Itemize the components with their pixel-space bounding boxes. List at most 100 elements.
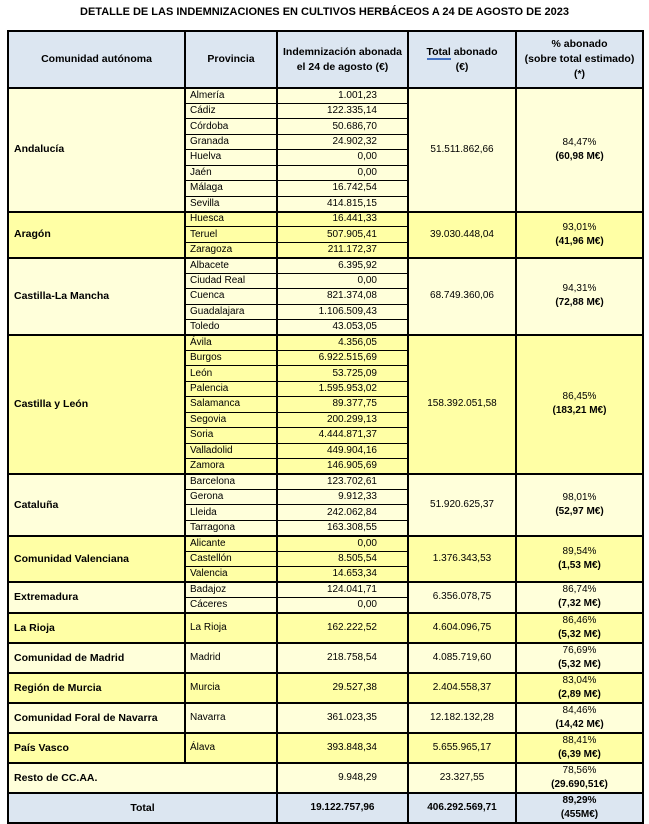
amount-cell: 361.023,35: [276, 701, 409, 734]
indemnities-table: Comunidad autónoma Provincia Indemnizaci…: [7, 30, 644, 824]
region-name-cell: Región de Murcia: [7, 671, 186, 704]
province-row: Cádiz 122.335,14: [8, 102, 643, 120]
province-cell: Ciudad Real: [184, 272, 278, 290]
province-cell: Navarra: [184, 701, 278, 734]
province-row: Guadalajara 1.106.509,43: [8, 303, 643, 321]
header-indemnizacion: Indemnización abonada el 24 de agosto (€…: [276, 30, 409, 89]
province-row: La Rioja La Rioja 162.222,52 4.604.096,75 86…: [7, 611, 644, 644]
total-pct-estimate: (455M€): [560, 808, 599, 820]
region-total-cell: 5.655.965,17: [407, 731, 517, 764]
province-row: León 53.725,09: [8, 365, 643, 382]
province-row: Gerona 9.912,33: [8, 488, 643, 506]
header-total-rest: abonado: [450, 45, 498, 58]
amount-cell: 242.062,84: [276, 504, 409, 521]
amount-cell: 218.758,54: [276, 641, 409, 674]
region-pct-cell: 86,46% (5,32 M€): [515, 611, 644, 644]
province-row: Huelva 0,00: [8, 149, 643, 166]
amount-cell: 16.742,54: [276, 180, 409, 197]
region-pct-value: 88,41%: [562, 734, 597, 746]
region-pct-estimate: (5,32 M€): [558, 658, 601, 670]
region-pct-estimate: (60,98 M€): [555, 150, 604, 162]
province-row: Salamanca 89.377,75: [8, 396, 643, 413]
region-pct-value: 86,46%: [562, 614, 597, 626]
header-comunidad: Comunidad autónoma: [7, 30, 186, 89]
region-pct-estimate: (183,21 M€): [552, 405, 607, 417]
province-cell: Barcelona: [184, 472, 278, 490]
region-name-cell: País Vasco: [7, 731, 186, 764]
region-total-cell: 4.604.096,75: [407, 611, 517, 644]
province-cell: Zaragoza: [184, 241, 278, 259]
region-pct-estimate: (41,96 M€): [555, 235, 604, 247]
amount-cell: 200.299,13: [276, 411, 409, 429]
total-pct-cell: 89,29% (455M€): [515, 791, 644, 824]
header-total-abonado: Total abonado (€): [407, 30, 517, 89]
province-row: Valencia 14.653,34: [8, 566, 643, 583]
region-total-cell: 51.920.625,37: [407, 472, 517, 537]
region-name-cell: Resto de CC.AA.: [7, 761, 278, 794]
region-pct-estimate: (6,39 M€): [558, 748, 601, 760]
province-cell: Almería: [184, 86, 278, 104]
amount-cell: 0,00: [276, 534, 409, 552]
region-pct-cell: 84,46% (14,42 M€): [515, 701, 644, 734]
province-row: Málaga 16.742,54: [8, 180, 643, 197]
region-total-cell: 12.182.132,28: [407, 701, 517, 734]
region-name-cell: Extremadura: [7, 581, 186, 614]
province-row: Comunidad Foral de Navarra Navarra 361.023…: [7, 701, 644, 734]
region-pct-value: 76,69%: [562, 644, 597, 656]
amount-cell: 24.902,32: [276, 133, 409, 151]
total-pct-value: 89,29%: [562, 794, 597, 806]
province-row: Granada 24.902,32: [8, 133, 643, 151]
rest-row: Resto de CC.AA. 9.948,29 23.327,55 78,56% (2…: [7, 761, 644, 794]
region-pct-value: 93,01%: [562, 221, 597, 233]
region-name-cell: Castilla-La Mancha: [7, 256, 186, 336]
province-cell: Córdoba: [184, 118, 278, 135]
province-cell: Madrid: [184, 641, 278, 674]
header-total-unit: (€): [455, 60, 469, 73]
province-cell: Cáceres: [184, 596, 278, 614]
province-cell: León: [184, 365, 278, 382]
header-provincia: Provincia: [184, 30, 278, 89]
province-cell: Granada: [184, 133, 278, 151]
amount-cell: 123.702,61: [276, 472, 409, 490]
region-pct-cell: 88,41% (6,39 M€): [515, 731, 644, 764]
region-pct-value: 83,04%: [562, 674, 597, 686]
province-row: Zamora 146.905,69: [8, 457, 643, 475]
amount-cell: 89.377,75: [276, 396, 409, 413]
total-abonado-cell: 406.292.569,71: [407, 791, 517, 824]
province-cell: Gerona: [184, 488, 278, 506]
province-row: Andalucía Almería 1.001,23 51.511.862,66 84,…: [7, 86, 644, 212]
province-cell: Valencia: [184, 566, 278, 583]
region-name-cell: Comunidad de Madrid: [7, 641, 186, 674]
region-pct-cell: 84,47% (60,98 M€): [515, 87, 644, 212]
province-row: Cáceres 0,00: [8, 596, 643, 614]
region-pct-estimate: (5,32 M€): [558, 628, 601, 640]
region-name-cell: Castilla y León: [7, 334, 186, 475]
province-row: Extremadura Badajoz 124.041,71 6.356.078,75…: [7, 580, 644, 614]
amount-cell: 4.356,05: [276, 333, 409, 351]
region-name-cell: Comunidad Valenciana: [7, 534, 186, 583]
total-indemnizacion-cell: 19.122.757,96: [276, 791, 409, 824]
region-pct-cell: 94,31% (72,88 M€): [515, 256, 644, 336]
province-cell: Cádiz: [184, 102, 278, 120]
province-cell: Tarragona: [184, 519, 278, 537]
province-row: Castilla-La Mancha Albacete 6.395,92 68.749…: [7, 256, 644, 336]
amount-cell: 449.904,16: [276, 442, 409, 460]
province-row: Aragón Huesca 16.441,33 39.030.448,04 93,01%…: [7, 210, 644, 259]
amount-cell: 211.172,37: [276, 241, 409, 259]
province-cell: Albacete: [184, 256, 278, 274]
table-header-row: Comunidad autónoma Provincia Indemnizaci…: [7, 30, 644, 89]
amount-cell: 14.653,34: [276, 566, 409, 583]
province-cell: Salamanca: [184, 396, 278, 413]
province-row: Región de Murcia Murcia 29.527,38 2.404.558…: [7, 671, 644, 704]
region-total-cell: 51.511.862,66: [407, 87, 517, 212]
province-cell: Huelva: [184, 149, 278, 166]
region-pct-cell: 78,56% (29.690,51€): [515, 761, 644, 794]
province-row: Comunidad Valenciana Alicante 0,00 1.376.34…: [7, 534, 644, 583]
province-cell: Toledo: [184, 319, 278, 336]
region-total-cell: 39.030.448,04: [407, 210, 517, 259]
province-row: País Vasco Álava 393.848,34 5.655.965,17 88,…: [7, 731, 644, 764]
amount-cell: 414.815,15: [276, 195, 409, 213]
region-total-cell: 23.327,55: [407, 761, 517, 794]
region-pct-value: 86,45%: [562, 391, 597, 403]
province-row: Teruel 507.905,41: [8, 226, 643, 243]
